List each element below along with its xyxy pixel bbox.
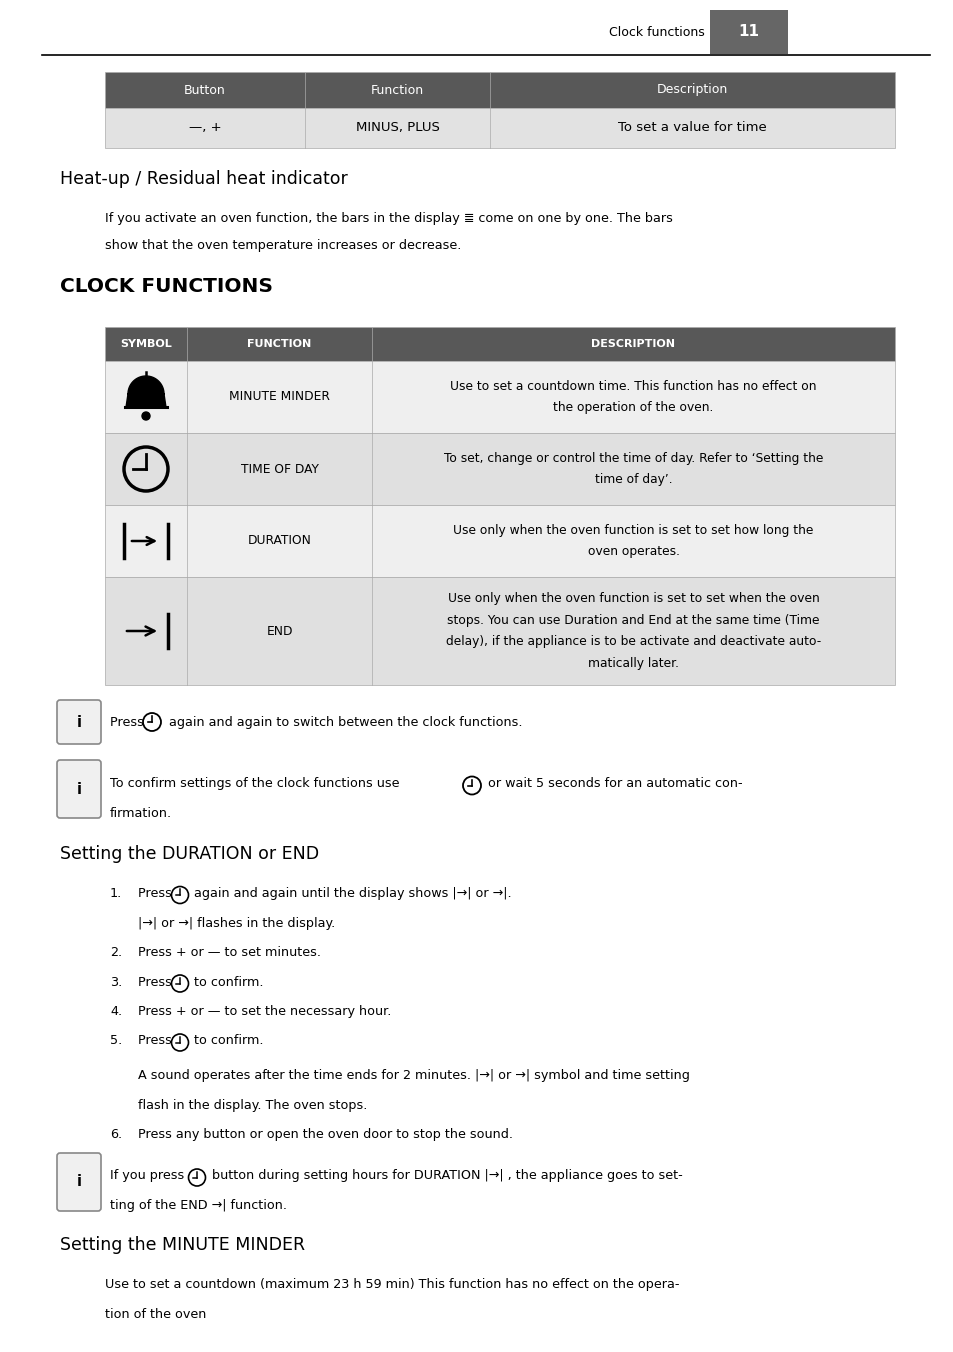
Text: Press + or — to set minutes.: Press + or — to set minutes.: [138, 946, 320, 959]
Text: 4.: 4.: [110, 1005, 122, 1018]
Text: SYMBOL: SYMBOL: [120, 339, 172, 349]
Text: MINUTE MINDER: MINUTE MINDER: [229, 391, 330, 403]
Text: 1.: 1.: [110, 887, 122, 900]
Text: Function: Function: [371, 84, 424, 96]
Text: 11: 11: [738, 24, 759, 39]
Text: oven operates.: oven operates.: [587, 545, 679, 558]
Text: the operation of the oven.: the operation of the oven.: [553, 402, 713, 414]
Bar: [105, 72, 894, 108]
Text: END: END: [266, 625, 293, 638]
Text: stops. You can use Duration and End at the same time (Time: stops. You can use Duration and End at t…: [447, 614, 819, 627]
Text: A sound operates after the time ends for 2 minutes. |→| or →| symbol and time se: A sound operates after the time ends for…: [138, 1069, 689, 1082]
Text: 6.: 6.: [110, 1128, 122, 1141]
Text: time of day’.: time of day’.: [594, 473, 672, 487]
FancyBboxPatch shape: [57, 700, 101, 744]
Bar: [709, 9, 787, 54]
Text: i: i: [76, 781, 81, 796]
Text: If you press: If you press: [110, 1169, 188, 1182]
Polygon shape: [126, 376, 166, 406]
Text: Press: Press: [138, 1034, 175, 1048]
Text: |→| or →| flashes in the display.: |→| or →| flashes in the display.: [138, 917, 335, 930]
Bar: [105, 327, 894, 361]
Text: Setting the MINUTE MINDER: Setting the MINUTE MINDER: [60, 1236, 305, 1255]
Circle shape: [142, 412, 150, 420]
Text: again and again until the display shows |→| or →|.: again and again until the display shows …: [190, 887, 511, 900]
Text: Use to set a countdown (maximum 23 h 59 min) This function has no effect on the : Use to set a countdown (maximum 23 h 59 …: [105, 1278, 679, 1291]
Text: Press: Press: [138, 976, 175, 988]
Text: DESCRIPTION: DESCRIPTION: [591, 339, 675, 349]
Text: Press: Press: [138, 887, 175, 900]
Text: To set, change or control the time of day. Refer to ‘Setting the: To set, change or control the time of da…: [443, 452, 822, 465]
Text: i: i: [76, 714, 81, 730]
Text: tion of the oven: tion of the oven: [105, 1307, 206, 1321]
Text: DURATION: DURATION: [247, 534, 311, 548]
Text: Setting the DURATION or END: Setting the DURATION or END: [60, 845, 319, 863]
Text: TIME OF DAY: TIME OF DAY: [240, 462, 318, 476]
Bar: [105, 506, 894, 577]
Text: Press + or — to set the necessary hour.: Press + or — to set the necessary hour.: [138, 1005, 391, 1018]
Text: ting of the END →| function.: ting of the END →| function.: [110, 1199, 287, 1211]
Bar: [105, 433, 894, 506]
Text: button during setting hours for DURATION |→| , the appliance goes to set-: button during setting hours for DURATION…: [208, 1169, 682, 1182]
FancyBboxPatch shape: [57, 1153, 101, 1211]
Text: —, +: —, +: [189, 122, 221, 134]
Text: Heat-up / Residual heat indicator: Heat-up / Residual heat indicator: [60, 170, 348, 188]
Text: Use only when the oven function is set to set when the oven: Use only when the oven function is set t…: [447, 592, 819, 606]
Text: Use only when the oven function is set to set how long the: Use only when the oven function is set t…: [453, 523, 813, 537]
Text: Button: Button: [184, 84, 226, 96]
Text: to confirm.: to confirm.: [190, 976, 263, 988]
Text: i: i: [76, 1175, 81, 1190]
Bar: [105, 361, 894, 433]
Text: or wait 5 seconds for an automatic con-: or wait 5 seconds for an automatic con-: [483, 777, 741, 790]
Text: flash in the display. The oven stops.: flash in the display. The oven stops.: [138, 1098, 367, 1111]
Text: To confirm settings of the clock functions use: To confirm settings of the clock functio…: [110, 777, 403, 790]
Text: to confirm.: to confirm.: [190, 1034, 263, 1048]
Text: again and again to switch between the clock functions.: again and again to switch between the cl…: [165, 715, 522, 729]
Text: 3.: 3.: [110, 976, 122, 988]
Text: Description: Description: [657, 84, 727, 96]
Text: delay), if the appliance is to be activate and deactivate auto-: delay), if the appliance is to be activa…: [445, 635, 821, 648]
Text: firmation.: firmation.: [110, 807, 172, 821]
Text: To set a value for time: To set a value for time: [618, 122, 766, 134]
FancyBboxPatch shape: [57, 760, 101, 818]
Text: Use to set a countdown time. This function has no effect on: Use to set a countdown time. This functi…: [450, 380, 816, 392]
Text: CLOCK FUNCTIONS: CLOCK FUNCTIONS: [60, 277, 273, 296]
Text: If you activate an oven function, the bars in the display ≣ come on one by one. : If you activate an oven function, the ba…: [105, 212, 672, 224]
Bar: [105, 108, 894, 147]
Text: Press: Press: [110, 715, 148, 729]
Text: 2.: 2.: [110, 946, 122, 959]
Text: MINUS, PLUS: MINUS, PLUS: [355, 122, 439, 134]
Text: Clock functions: Clock functions: [609, 26, 704, 38]
Text: Press any button or open the oven door to stop the sound.: Press any button or open the oven door t…: [138, 1128, 513, 1141]
Text: show that the oven temperature increases or decrease.: show that the oven temperature increases…: [105, 239, 461, 251]
Text: FUNCTION: FUNCTION: [247, 339, 312, 349]
Text: matically later.: matically later.: [587, 657, 679, 669]
Text: 5.: 5.: [110, 1034, 122, 1048]
Bar: [105, 577, 894, 685]
